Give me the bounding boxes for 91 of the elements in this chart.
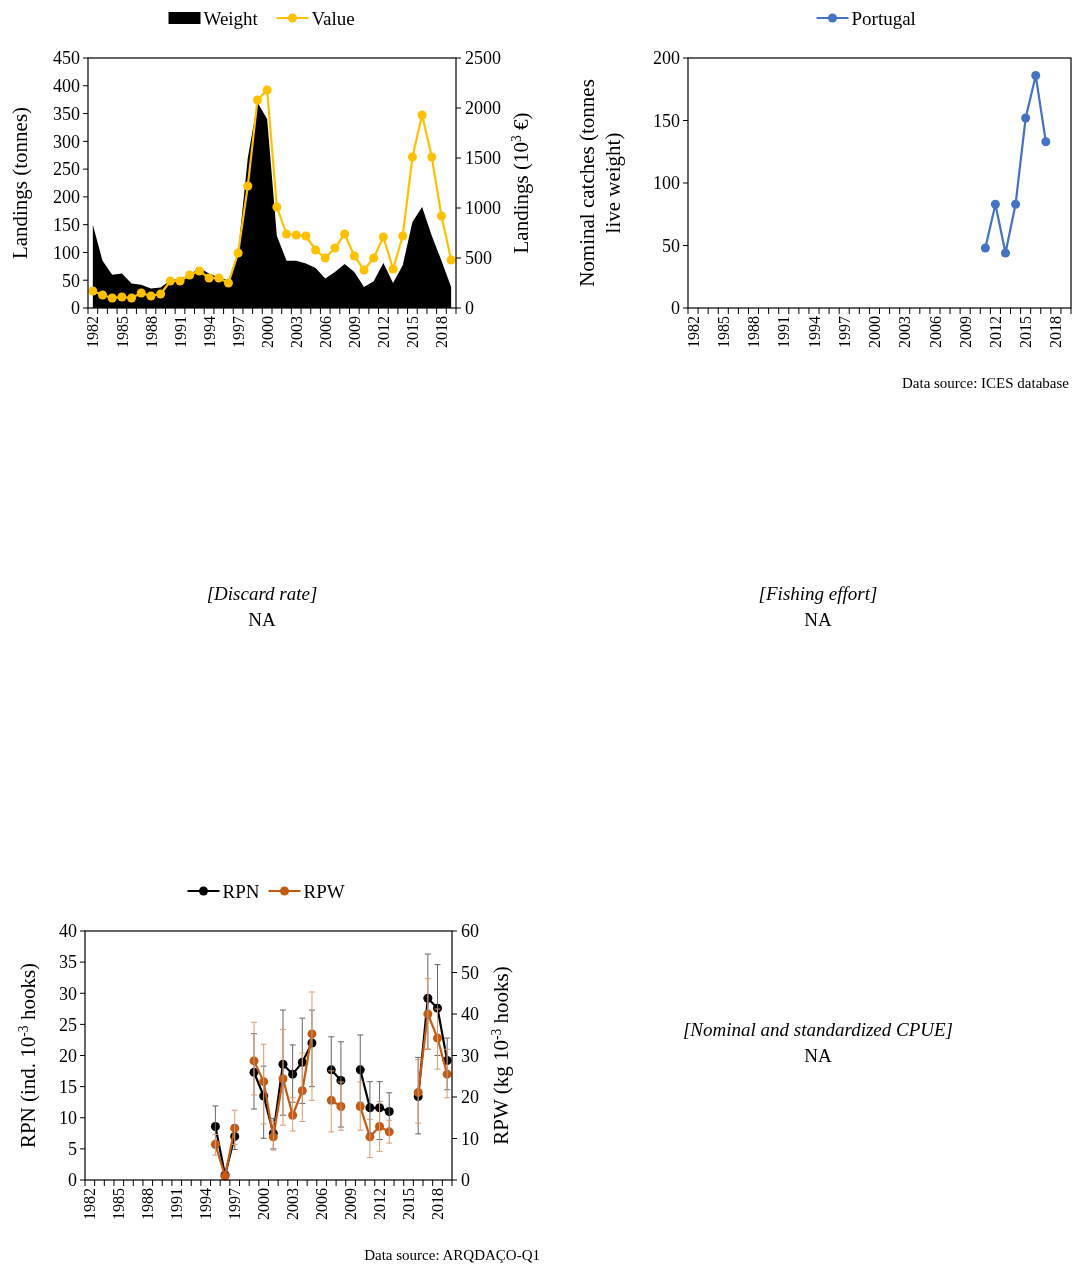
y-tick-label: 20 (59, 1045, 77, 1066)
x-tick-label: 1994 (197, 1188, 215, 1220)
x-tick-label: 2003 (287, 316, 305, 348)
y-tick-label: 30 (59, 983, 77, 1004)
x-tick-label: 2012 (987, 316, 1005, 348)
x-tick-label: 2015 (1017, 316, 1035, 348)
y2-tick-label: 30 (461, 1045, 479, 1066)
y2-tick-label: 50 (461, 962, 479, 983)
x-tick-label: 1997 (835, 316, 853, 348)
x-tick-label: 2012 (374, 316, 392, 348)
x-tick-label: 1985 (714, 316, 732, 348)
y2-tick-label: 500 (465, 248, 492, 269)
y-axis-title: Landings (tonnes) (8, 106, 32, 260)
y-tick-label: 15 (59, 1076, 77, 1097)
y-tick-label: 150 (53, 214, 80, 235)
x-tick-label: 2006 (926, 316, 944, 348)
source-note: Data source: ARQDAÇO-Q1 (364, 1247, 540, 1263)
source-note: Data source: ICES database (901, 375, 1070, 391)
x-tick-label: 1994 (200, 316, 218, 348)
y-tick-label: 5 (68, 1139, 77, 1160)
y2-tick-label: 0 (465, 298, 474, 319)
y-tick-label: 400 (53, 76, 80, 97)
text: NA (804, 609, 832, 630)
x-tick-label: 2009 (956, 316, 974, 348)
x-tick-label: 1997 (229, 316, 247, 348)
x-tick-label: 2015 (400, 1188, 418, 1220)
text: [Discard rate] (206, 583, 318, 604)
x-tick-label: 2018 (429, 1188, 447, 1220)
x-tick-label: 1994 (805, 316, 823, 348)
x-tick-label: 2018 (1047, 316, 1065, 348)
y2-tick-label: 1500 (465, 148, 501, 169)
x-tick-label: 1991 (168, 1188, 186, 1220)
y-tick-label: 350 (53, 103, 80, 124)
y-tick-label: 0 (68, 1170, 77, 1191)
y-tick-label: 200 (653, 48, 680, 69)
y-tick-label: 300 (53, 131, 80, 152)
y-tick-label: 250 (53, 159, 80, 180)
x-tick-label: 1985 (113, 316, 131, 348)
y-axis-title: Nominal catches (tonnes live weight) (575, 79, 625, 287)
y-tick-label: 100 (53, 242, 80, 263)
x-tick-label: 2006 (313, 1188, 331, 1220)
legend-label: Value (311, 7, 355, 29)
x-tick-label: 2003 (896, 316, 914, 348)
x-tick-label: 1985 (110, 1188, 128, 1220)
x-tick-label: 2009 (345, 316, 363, 348)
y-tick-label: 50 (662, 235, 680, 256)
text: NA (248, 609, 276, 630)
y-tick-label: 25 (59, 1014, 77, 1035)
x-tick-label: 1991 (775, 316, 793, 348)
x-tick-label: 2003 (284, 1188, 302, 1220)
text: [Fishing effort] (758, 583, 878, 604)
y2-tick-label: 60 (461, 921, 479, 942)
legend-label: RPW (303, 880, 345, 902)
y-tick-label: 10 (59, 1108, 77, 1129)
y-tick-label: 200 (53, 187, 80, 208)
x-tick-label: 2009 (342, 1188, 360, 1220)
x-tick-label: 1982 (84, 316, 102, 348)
x-tick-label: 1988 (139, 1188, 157, 1220)
x-tick-label: 1988 (745, 316, 763, 348)
y2-tick-label: 10 (461, 1128, 479, 1149)
y2-tick-label: 1000 (465, 198, 501, 219)
x-tick-label: 2000 (258, 316, 276, 348)
y-tick-label: 0 (71, 298, 80, 319)
x-tick-label: 1982 (81, 1188, 99, 1220)
y-tick-label: 450 (53, 48, 80, 69)
x-tick-label: 2012 (371, 1188, 389, 1220)
y2-tick-label: 20 (461, 1087, 479, 1108)
x-tick-label: 1997 (226, 1188, 244, 1220)
x-tick-label: 1991 (171, 316, 189, 348)
y-tick-label: 100 (653, 173, 680, 194)
y-tick-label: 35 (59, 952, 77, 973)
x-tick-label: 2015 (404, 316, 422, 348)
x-tick-label: 2000 (255, 1188, 273, 1220)
x-tick-label: 2006 (316, 316, 334, 348)
legend-label: Weight (203, 7, 259, 29)
y-tick-label: 40 (59, 921, 77, 942)
x-tick-label: 1988 (142, 316, 160, 348)
x-tick-label: 1982 (684, 316, 702, 348)
y-tick-label: 150 (653, 110, 680, 131)
y2-tick-label: 2500 (465, 48, 501, 69)
text: [Nominal and standardized CPUE] (682, 1019, 954, 1040)
legend-label: Portugal (851, 7, 916, 29)
y2-tick-label: 0 (461, 1170, 470, 1191)
y-tick-label: 0 (671, 298, 680, 319)
x-tick-label: 2018 (433, 316, 451, 348)
y-tick-label: 50 (62, 270, 80, 291)
text: NA (804, 1045, 832, 1066)
x-tick-label: 2000 (866, 316, 884, 348)
legend-label: RPN (222, 880, 260, 902)
y2-tick-label: 2000 (465, 98, 501, 119)
y2-tick-label: 40 (461, 1004, 479, 1025)
